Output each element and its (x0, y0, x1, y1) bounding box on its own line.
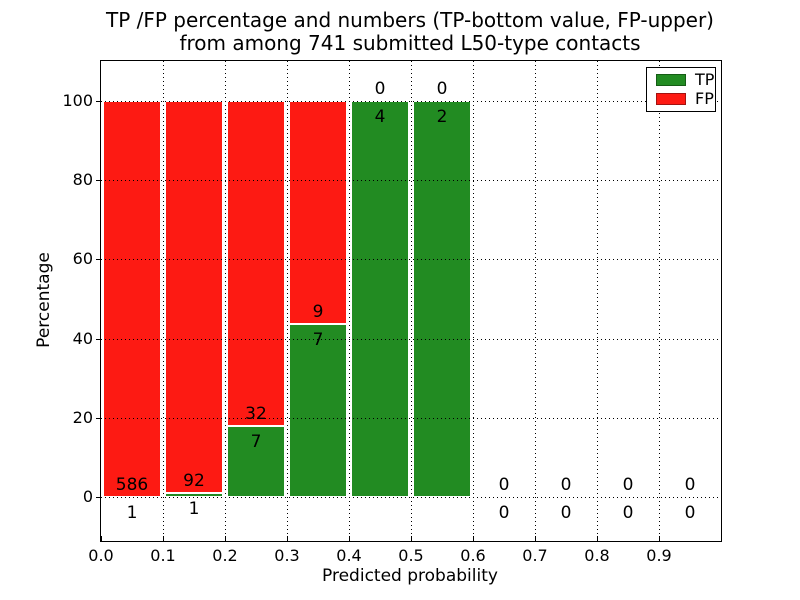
tp-count-label: 2 (436, 106, 448, 127)
bar-tp-segment (227, 426, 285, 498)
fp-legend-swatch-icon (656, 93, 686, 106)
bar-fp-segment (103, 100, 161, 497)
tp-count-label: 0 (498, 503, 510, 524)
tp-count-label: 7 (312, 329, 324, 350)
x-tick-mark (287, 536, 288, 541)
y-tick-label: 80 (72, 170, 93, 189)
y-tick-label: 40 (72, 328, 93, 348)
y-tick-mark (96, 418, 101, 420)
bar-tp-segment (351, 100, 409, 498)
legend-label-tp: TP (695, 69, 715, 89)
chart-title: TP /FP percentage and numbers (TP-bottom… (100, 9, 720, 55)
x-tick-mark (535, 536, 536, 541)
y-tick-label: 60 (72, 249, 93, 269)
x-tick-label: 0.2 (212, 546, 238, 565)
legend-item-fp: FP (656, 91, 715, 107)
v-gridline (473, 61, 474, 541)
v-gridline (597, 61, 598, 541)
x-tick-mark (597, 536, 598, 541)
chart-title-line1: TP /FP percentage and numbers (TP-bottom… (106, 8, 714, 32)
x-tick-mark (659, 536, 660, 541)
x-tick-label: 0.1 (150, 546, 176, 565)
x-tick-label: 0.7 (522, 546, 548, 565)
fp-count-label: 0 (498, 475, 510, 496)
y-tick-label: 20 (72, 408, 93, 428)
tp-count-label: 7 (250, 432, 262, 453)
x-axis-label: Predicted probability (322, 566, 498, 586)
x-tick-mark (411, 536, 412, 541)
fp-count-label: 0 (684, 475, 696, 496)
x-tick-mark (473, 536, 474, 541)
x-tick-label: 0.0 (88, 546, 114, 565)
x-tick-mark (349, 536, 350, 541)
v-gridline (411, 61, 412, 541)
fp-count-label: 32 (245, 404, 267, 425)
fp-count-label: 0 (374, 78, 386, 99)
v-gridline (535, 61, 536, 541)
x-tick-mark (163, 536, 164, 541)
x-tick-label: 0.9 (646, 546, 672, 565)
tp-count-label: 4 (374, 106, 386, 127)
y-tick-mark (96, 338, 101, 340)
tp-count-label: 0 (560, 503, 572, 524)
tp-legend-swatch-icon (656, 73, 686, 86)
y-tick-label: 100 (62, 90, 93, 110)
tp-count-label: 1 (188, 499, 200, 520)
fp-count-label: 9 (312, 301, 324, 322)
y-tick-mark (96, 259, 101, 261)
x-tick-label: 0.5 (398, 546, 424, 565)
x-tick-label: 0.8 (584, 546, 610, 565)
plot-area: TP FP 0 20 40 60 80 100 0.0 0.1 0.2 0.3 0.4 0.5 0.6 0… (62, 60, 722, 565)
legend: TP FP (646, 67, 716, 112)
y-tick-mark (96, 100, 101, 102)
y-tick-mark (96, 497, 101, 499)
tp-count-label: 0 (684, 503, 696, 524)
bar-fp-segment (289, 100, 347, 324)
y-tick-mark (96, 180, 101, 181)
v-gridline (163, 61, 164, 541)
bar-tp-segment (103, 496, 161, 498)
x-tick-label: 0.6 (460, 546, 486, 565)
bar-fp-segment (227, 100, 285, 427)
bar-tp-segment (289, 323, 347, 498)
fp-count-label: 0 (622, 475, 634, 496)
y-tick-label: 0 (82, 487, 93, 507)
tp-count-label: 0 (622, 503, 634, 524)
x-tick-label: 0.3 (274, 546, 300, 565)
fp-count-label: 0 (560, 475, 572, 496)
tp-count-label: 1 (126, 502, 138, 523)
bar-fp-segment (165, 100, 223, 494)
fp-count-label: 586 (115, 474, 149, 495)
x-tick-label: 0.4 (336, 546, 362, 565)
bar-tp-segment (165, 493, 223, 498)
v-gridline (225, 61, 226, 541)
fp-count-label: 92 (183, 471, 205, 492)
chart-title-line2: from among 741 submitted L50-type contac… (179, 31, 641, 55)
legend-label-fp: FP (695, 89, 714, 109)
fp-count-label: 0 (436, 78, 448, 99)
x-tick-mark (225, 536, 226, 541)
legend-item-tp: TP (656, 69, 715, 89)
bar-tp-segment (413, 100, 471, 498)
v-gridline (349, 61, 350, 541)
v-gridline (659, 61, 660, 541)
v-gridline (287, 61, 288, 541)
x-tick-mark (101, 536, 102, 541)
